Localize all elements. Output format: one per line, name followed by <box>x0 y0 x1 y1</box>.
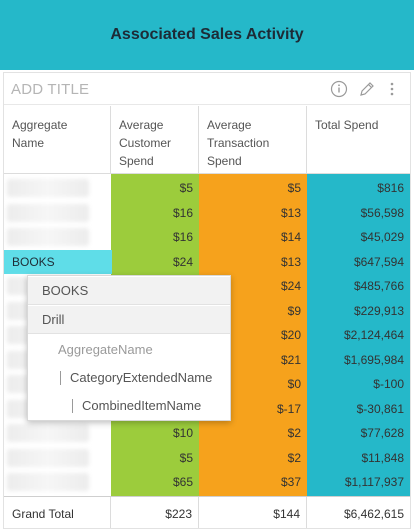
avg-customer-spend-cell: $10 <box>172 426 193 440</box>
avg-transaction-spend-cell: $21 <box>280 352 301 367</box>
aggregate-name-cell[interactable] <box>4 470 111 494</box>
avg-transaction-spend-cell: $13 <box>280 254 301 269</box>
table-row[interactable]: $5 $5 $816 <box>4 176 410 200</box>
table-row[interactable]: $16 $13 $56,598 <box>4 201 410 225</box>
redacted-name <box>7 473 89 491</box>
grand-total-row: Grand Total $223 $144 $6,462,615 <box>4 496 410 528</box>
table-row[interactable]: $65 $37 $1,117,937 <box>4 470 410 494</box>
dashboard-title: Associated Sales Activity <box>110 26 304 43</box>
aggregate-name-cell[interactable] <box>4 176 111 200</box>
redacted-name <box>7 424 89 442</box>
table-row[interactable]: $16 $14 $45,029 <box>4 225 410 249</box>
total-spend-cell: $11,848 <box>361 450 405 465</box>
aggregate-name-cell[interactable] <box>4 225 111 249</box>
grand-total-customer: $223 <box>111 497 199 528</box>
grand-total-spend: $6,462,615 <box>343 507 404 521</box>
grand-total-transaction: $144 <box>199 497 307 528</box>
total-spend-cell: $229,913 <box>353 303 404 318</box>
drill-option-label: CombinedItemName <box>82 398 202 413</box>
total-spend-cell: $485,766 <box>353 279 404 293</box>
tree-line <box>72 399 73 413</box>
table-widget: ADD TITLE Aggregate Name Average Custome… <box>3 72 411 529</box>
aggregate-name-cell[interactable] <box>4 446 111 470</box>
total-spend-cell: $2,124,464 <box>343 328 404 342</box>
avg-transaction-spend-cell: $5 <box>287 181 301 195</box>
avg-customer-spend-cell: $16 <box>172 205 193 220</box>
add-title-field[interactable]: ADD TITLE <box>11 81 90 98</box>
table-row[interactable]: $5 $2 $11,848 <box>4 446 410 470</box>
total-spend-cell: $56,598 <box>360 205 404 220</box>
column-header-avg-transaction-spend[interactable]: Average Transaction Spend <box>199 106 307 174</box>
total-spend-cell: $-30,861 <box>356 401 404 416</box>
avg-transaction-spend-cell: $2 <box>287 426 301 440</box>
avg-customer-spend-cell: $24 <box>172 254 193 269</box>
redacted-name <box>7 203 89 222</box>
total-spend-cell: $816 <box>377 181 404 195</box>
aggregate-name-cell[interactable]: BOOKS <box>4 249 112 274</box>
widget-titlebar: ADD TITLE <box>4 73 410 105</box>
total-spend-cell: $1,117,937 <box>344 475 404 489</box>
avg-transaction-spend-cell: $-17 <box>276 401 301 416</box>
info-icon[interactable] <box>330 80 348 98</box>
drill-option-category-extended-name[interactable]: CategoryExtendedName <box>28 364 230 392</box>
app-header: Associated Sales Activity <box>0 0 414 70</box>
table-row[interactable]: $10 $2 $77,628 <box>4 421 410 445</box>
context-menu-title: BOOKS <box>28 277 230 305</box>
edit-pencil-icon[interactable] <box>358 80 376 98</box>
avg-transaction-spend-cell: $9 <box>287 303 301 318</box>
total-spend-cell: $45,029 <box>360 230 404 244</box>
aggregate-name-cell[interactable] <box>4 421 111 445</box>
total-spend-cell: $1,695,984 <box>343 352 404 367</box>
avg-transaction-spend-cell: $24 <box>280 279 301 293</box>
avg-customer-spend-cell: $5 <box>179 181 193 195</box>
redacted-name <box>7 179 89 197</box>
context-menu: BOOKS Drill AggregateName CategoryExtend… <box>27 275 231 421</box>
drill-option-label: CategoryExtendedName <box>70 370 213 385</box>
avg-transaction-spend-cell: $13 <box>280 205 301 220</box>
total-spend-cell: $77,628 <box>360 426 404 440</box>
avg-transaction-spend-cell: $37 <box>280 475 301 489</box>
avg-transaction-spend-cell: $0 <box>287 377 301 391</box>
table-row[interactable]: BOOKS $24 $13 $647,594 <box>4 249 410 274</box>
tree-line <box>60 371 61 385</box>
redacted-name <box>7 228 89 246</box>
avg-transaction-spend-cell: $14 <box>280 230 301 244</box>
avg-customer-spend-cell: $16 <box>172 230 193 244</box>
grand-total-label: Grand Total <box>4 497 111 528</box>
aggregate-name-cell[interactable] <box>4 201 111 225</box>
column-header-avg-customer-spend[interactable]: Average Customer Spend <box>111 106 199 174</box>
column-header-aggregate-name[interactable]: Aggregate Name <box>4 106 111 174</box>
redacted-name <box>7 448 89 467</box>
drill-menu-item[interactable]: Drill <box>28 306 230 334</box>
total-spend-cell: $-100 <box>373 377 404 391</box>
avg-transaction-spend-cell: $20 <box>280 328 301 342</box>
more-options-icon[interactable] <box>386 80 398 98</box>
drill-option-aggregate-name: AggregateName <box>28 336 230 364</box>
avg-transaction-spend-cell: $2 <box>287 450 301 465</box>
total-spend-column-bg <box>307 174 410 496</box>
column-header-total-spend[interactable]: Total Spend <box>307 106 410 174</box>
drill-option-combined-item-name[interactable]: CombinedItemName <box>28 392 230 420</box>
avg-customer-spend-cell: $65 <box>172 475 193 489</box>
avg-customer-spend-cell: $5 <box>179 450 193 465</box>
drill-option-label: AggregateName <box>58 342 153 357</box>
total-spend-cell: $647,594 <box>353 254 404 269</box>
